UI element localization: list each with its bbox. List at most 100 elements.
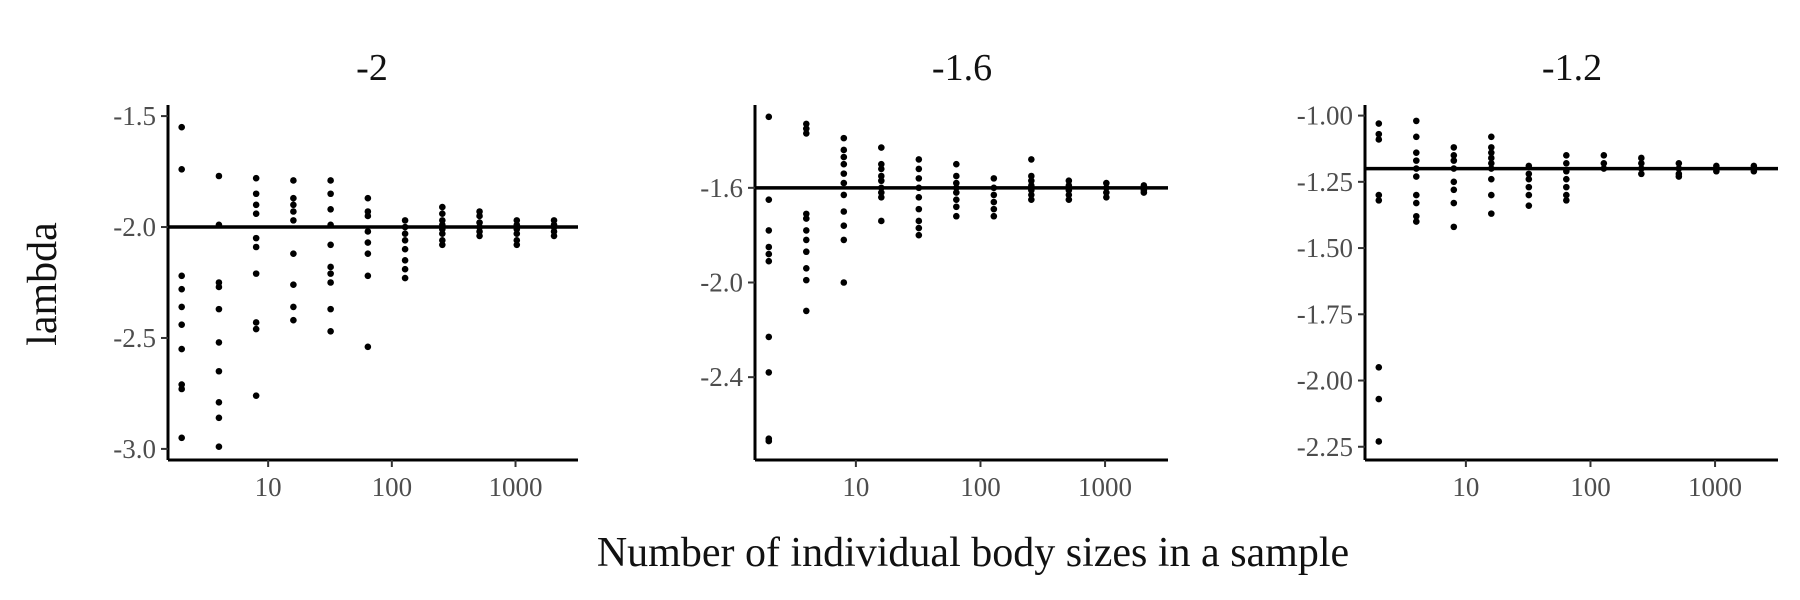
- data-point: [1412, 212, 1420, 220]
- data-point: [252, 243, 260, 251]
- data-point: [1675, 159, 1683, 167]
- data-point: [439, 203, 446, 211]
- data-point: [1375, 120, 1383, 127]
- data-point: [178, 166, 185, 173]
- x-tick-label: 1000: [1688, 472, 1742, 502]
- data-point: [215, 399, 223, 406]
- data-point: [1563, 159, 1570, 167]
- data-point: [1600, 165, 1608, 172]
- y-tick-label: -2.00: [1297, 366, 1353, 396]
- data-point: [401, 230, 409, 237]
- data-point: [364, 250, 372, 257]
- data-point: [840, 153, 848, 161]
- y-tick-label: -1.75: [1297, 299, 1353, 329]
- data-point: [178, 385, 185, 393]
- data-point: [1103, 179, 1110, 187]
- data-point: [1488, 149, 1495, 156]
- data-point: [1412, 149, 1420, 156]
- data-point: [178, 272, 185, 280]
- data-point: [1525, 170, 1533, 178]
- data-point: [401, 237, 409, 244]
- x-tick-label: 100: [372, 472, 413, 502]
- data-point: [802, 276, 810, 284]
- y-tick-label: -3.0: [113, 434, 156, 464]
- data-point: [765, 333, 773, 341]
- data-point: [290, 303, 297, 311]
- data-point: [1638, 154, 1645, 162]
- data-point: [1450, 144, 1458, 151]
- data-point: [401, 257, 409, 264]
- data-point: [840, 191, 848, 199]
- data-point: [252, 174, 260, 182]
- data-point: [1488, 133, 1495, 141]
- data-point: [215, 339, 223, 346]
- x-tick-label: 100: [960, 472, 1001, 502]
- data-point: [327, 205, 334, 213]
- y-tick-label: -2.0: [113, 212, 156, 242]
- data-point: [252, 270, 260, 277]
- data-point: [990, 205, 998, 213]
- data-point: [1563, 191, 1570, 199]
- data-point: [1450, 199, 1458, 207]
- data-point: [802, 210, 810, 218]
- data-point: [439, 230, 446, 237]
- data-point: [364, 212, 372, 220]
- data-point: [290, 194, 297, 202]
- data-point: [840, 208, 848, 215]
- data-point: [990, 175, 998, 182]
- data-point: [1488, 210, 1495, 217]
- data-point: [1563, 197, 1570, 204]
- data-point: [252, 319, 260, 326]
- data-point: [1375, 197, 1383, 204]
- data-point: [915, 194, 923, 201]
- data-point: [915, 156, 923, 163]
- y-tick-label: -1.5: [113, 101, 156, 131]
- data-point: [1375, 438, 1383, 445]
- data-point: [915, 184, 923, 192]
- data-point: [1375, 363, 1383, 371]
- y-tick-label: -2.25: [1297, 432, 1353, 462]
- data-point: [840, 236, 848, 244]
- data-point: [1525, 162, 1533, 170]
- data-point: [1600, 159, 1608, 167]
- data-point: [252, 190, 260, 198]
- data-point: [915, 165, 923, 173]
- data-point: [178, 434, 185, 442]
- data-point: [840, 160, 848, 168]
- data-point: [1488, 191, 1495, 199]
- data-point: [327, 221, 334, 229]
- data-point: [1028, 196, 1035, 203]
- data-point: [327, 190, 334, 198]
- data-point: [1065, 186, 1073, 194]
- data-point: [290, 250, 297, 257]
- x-tick-label: 100: [1570, 472, 1611, 502]
- data-point: [802, 120, 810, 128]
- data-point: [915, 175, 923, 182]
- data-point: [765, 437, 773, 445]
- data-point: [1638, 159, 1645, 167]
- data-point: [765, 250, 773, 258]
- data-point: [178, 303, 185, 311]
- data-point: [215, 172, 223, 180]
- data-point: [990, 191, 998, 199]
- data-point: [364, 272, 372, 280]
- data-point: [765, 113, 773, 121]
- data-point: [439, 210, 446, 218]
- data-point: [1450, 186, 1458, 194]
- data-point: [1675, 173, 1683, 180]
- data-point: [840, 179, 848, 187]
- data-point: [802, 248, 810, 256]
- data-point: [364, 239, 372, 246]
- data-point: [915, 217, 923, 225]
- y-tick-label: -1.25: [1297, 167, 1353, 197]
- data-point: [327, 270, 334, 277]
- data-point: [1563, 183, 1570, 191]
- panel-title: -1.2: [1542, 47, 1602, 89]
- y-tick-label: -1.00: [1297, 101, 1353, 131]
- data-point: [215, 221, 223, 229]
- data-point: [1103, 194, 1110, 201]
- data-point: [1065, 182, 1073, 189]
- data-point: [878, 172, 885, 180]
- data-point: [953, 179, 960, 187]
